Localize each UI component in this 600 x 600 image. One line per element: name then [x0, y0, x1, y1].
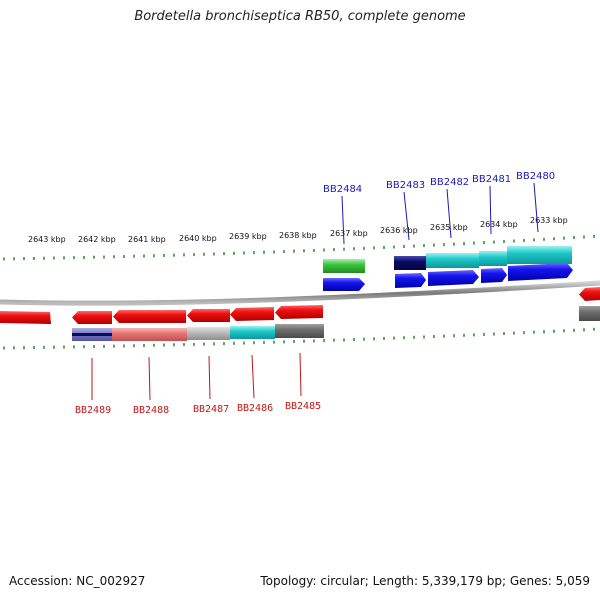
gene-arrow-reverse[interactable] — [275, 305, 323, 319]
gene-arrow-reverse[interactable] — [0, 311, 51, 324]
cog-bar — [112, 328, 187, 341]
scale-label: 2640 kbp — [179, 234, 217, 243]
cog-bar — [507, 246, 572, 264]
cog-bar — [479, 251, 507, 266]
gene-arrow-reverse[interactable] — [230, 307, 274, 321]
scale-label: 2635 kbp — [430, 223, 468, 232]
accession-text: Accession: NC_002927 — [9, 574, 146, 588]
gene-label-bb2488[interactable]: BB2488 — [133, 405, 169, 416]
genome-backbone — [0, 280, 600, 306]
genome-stats-text: Topology: circular; Length: 5,339,179 bp… — [260, 574, 590, 588]
cog-bar — [426, 253, 479, 268]
gene-label-bb2484[interactable]: BB2484 — [323, 184, 362, 195]
cog-bar — [230, 326, 275, 339]
scale-label: 2641 kbp — [128, 235, 166, 244]
scale-label: 2639 kbp — [229, 232, 267, 241]
gene-label-bb2486[interactable]: BB2486 — [237, 403, 273, 414]
gene-arrow-forward[interactable] — [395, 273, 426, 288]
gene-label-bb2480[interactable]: BB2480 — [516, 171, 555, 182]
gene-label-leader — [446, 188, 452, 239]
gene-label-bb2489[interactable]: BB2489 — [75, 405, 111, 416]
gene-arrow-forward[interactable] — [428, 270, 479, 286]
gene-label-leader — [341, 195, 345, 245]
gene-arrow-reverse[interactable] — [579, 287, 600, 301]
cog-bar — [323, 259, 365, 273]
scale-label: 2642 kbp — [78, 235, 116, 244]
scale-label: 2638 kbp — [279, 231, 317, 240]
gene-label-bb2485[interactable]: BB2485 — [285, 401, 321, 412]
forward-scale-ruler — [3, 234, 595, 261]
gene-label-leader — [403, 191, 410, 241]
gene-label-bb2482[interactable]: BB2482 — [430, 177, 469, 188]
gene-arrow-reverse[interactable] — [72, 311, 112, 324]
gene-arrow-forward[interactable] — [323, 278, 365, 291]
figure-title: Bordetella bronchiseptica RB50, complete… — [134, 9, 466, 24]
cog-bar — [579, 306, 600, 321]
cog-bar — [275, 324, 324, 338]
scale-label: 2634 kbp — [480, 220, 518, 229]
scale-label: 2637 kbp — [330, 229, 368, 238]
gene-label-leader — [489, 185, 492, 235]
cog-bar — [187, 327, 230, 340]
cog-bar — [72, 333, 112, 336]
gene-label-bb2483[interactable]: BB2483 — [386, 180, 425, 191]
cog-bar — [394, 256, 426, 270]
reverse-scale-ruler — [3, 327, 595, 350]
gene-arrow-reverse[interactable] — [113, 310, 186, 323]
gene-label-bb2481[interactable]: BB2481 — [472, 174, 511, 185]
gene-label-leader — [208, 355, 211, 400]
gene-label-leader — [251, 354, 255, 399]
gene-label-leader — [533, 182, 539, 233]
scale-label: 2633 kbp — [530, 216, 568, 225]
gene-label-leader — [299, 352, 302, 397]
gene-arrow-forward[interactable] — [481, 268, 507, 283]
gene-arrow-reverse[interactable] — [187, 309, 230, 322]
gene-arrow-forward[interactable] — [508, 263, 573, 281]
scale-label: 2643 kbp — [28, 235, 66, 244]
gene-label-leader — [148, 356, 151, 401]
scale-label: 2636 kbp — [380, 226, 418, 235]
gene-label-bb2487[interactable]: BB2487 — [193, 404, 229, 415]
